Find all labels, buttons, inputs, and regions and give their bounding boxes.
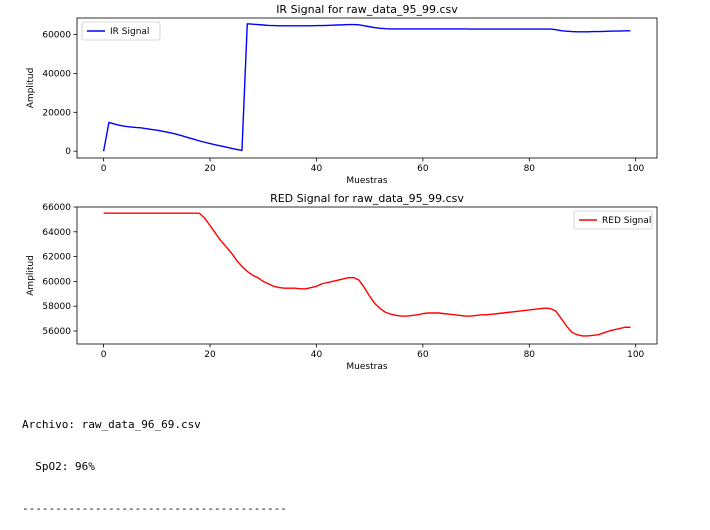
chart2-title: RED Signal for raw_data_95_99.csv	[270, 192, 464, 205]
chart2-y-tick-label: 58000	[42, 302, 71, 312]
notebook-output: Archivo: raw_data_96_69.csv SpO2: 96% --…	[22, 390, 287, 530]
chart2-x-tick-label: 20	[204, 350, 216, 360]
chart1-y-tick-label: 40000	[42, 69, 71, 79]
output-file-line: Archivo: raw_data_96_69.csv	[22, 418, 201, 431]
chart2-y-tick-label: 66000	[42, 203, 71, 213]
charts-canvas: IR Signal for raw_data_95_99.csv 0 20 40 60 8…	[26, 3, 658, 372]
chart2-x-tick-label: 0	[101, 350, 107, 360]
chart2-y-axis-label: Amplitud	[26, 255, 36, 296]
chart1-legend-box	[81, 21, 161, 41]
chart2-series-line-1	[103, 212, 631, 337]
chart2-x-tick-label: 80	[524, 350, 536, 360]
chart1-x-tick-label: 40	[311, 164, 323, 174]
chart1-x-tick-label: 60	[417, 164, 429, 174]
chart2-x-tick-label: 100	[627, 350, 644, 360]
chart1-y-axis-label: Amplitud	[26, 68, 36, 109]
chart2-y-tick-label: 56000	[42, 327, 71, 337]
chart2-x-tick-label: 60	[417, 350, 429, 360]
chart2-legend-box	[573, 210, 653, 230]
chart1-x-tick-label: 80	[524, 164, 536, 174]
chart1-x-tick-label: 0	[101, 164, 107, 174]
chart1-x-tick-label: 20	[204, 164, 216, 174]
chart1-plot-frame	[76, 17, 658, 159]
chart2-y-tick-label: 60000	[42, 277, 71, 287]
chart2-plot-frame	[76, 206, 658, 345]
chart1-y-tick-label: 60000	[42, 31, 71, 41]
output-spo2-line: SpO2: 96%	[22, 460, 95, 473]
chart1-y-tick-label: 0	[65, 147, 71, 157]
chart1-x-axis-label: Muestras	[346, 176, 387, 186]
output-separator-line: ----------------------------------------	[22, 502, 287, 515]
chart1-series-line-1	[102, 23, 631, 152]
chart2-x-axis-label: Muestras	[346, 362, 387, 372]
chart2-y-tick-label: 62000	[42, 253, 71, 263]
chart1-y-tick-label: 20000	[42, 108, 71, 118]
chart1-legend-label: IR Signal	[110, 27, 149, 37]
chart2-x-tick-label: 40	[311, 350, 323, 360]
chart1-title: IR Signal for raw_data_95_99.csv	[276, 3, 458, 16]
chart1-x-tick-label: 100	[627, 164, 644, 174]
chart2-legend-label: RED Signal	[602, 216, 651, 226]
chart2-y-tick-label: 64000	[42, 228, 71, 238]
